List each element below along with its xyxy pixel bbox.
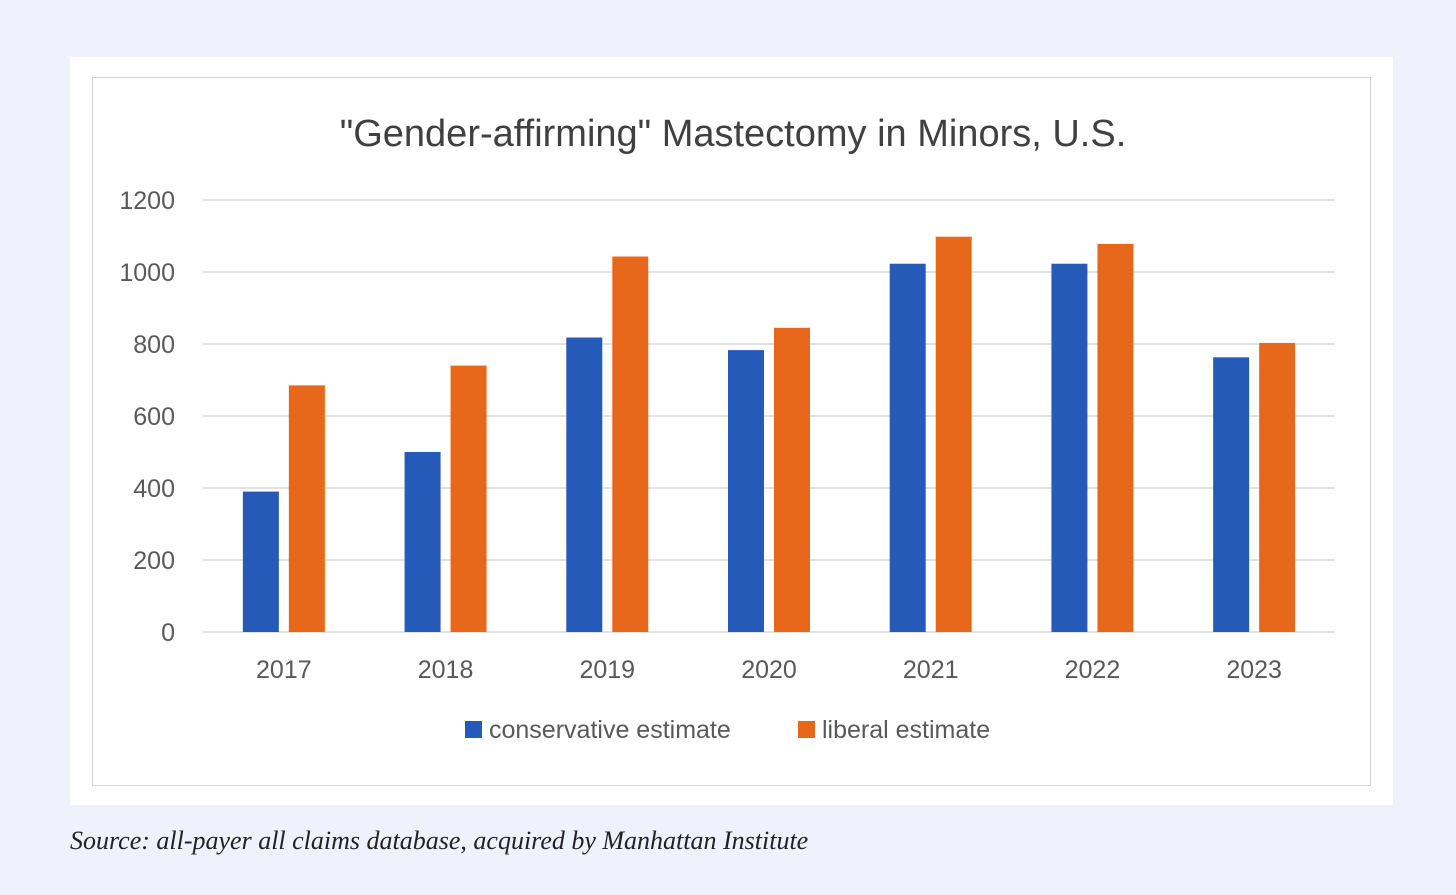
source-caption: Source: all-payer all claims database, a… — [70, 826, 809, 855]
chart-frame: "Gender-affirming" Mastectomy in Minors,… — [92, 77, 1371, 786]
conservative-bar-2020 — [728, 350, 764, 632]
y-tick-label: 200 — [133, 547, 175, 575]
y-axis-ticks: 0 200 400 600 800 1000 1200 — [119, 187, 175, 647]
conservative-bar-2022 — [1051, 263, 1088, 632]
y-tick-label: 400 — [133, 475, 175, 503]
conservative-bar-2023 — [1213, 357, 1250, 632]
liberal-legend-swatch — [798, 721, 815, 738]
chart-card: "Gender-affirming" Mastectomy in Minors,… — [70, 57, 1393, 805]
x-tick-label: 2020 — [741, 656, 797, 684]
y-tick-label: 600 — [133, 403, 175, 431]
bars — [242, 236, 1296, 633]
y-tick-label: 1200 — [119, 187, 175, 215]
liberal-bar-2019 — [612, 256, 649, 632]
x-tick-label: 2021 — [903, 656, 959, 684]
liberal-bar-2020 — [774, 327, 810, 632]
x-axis-ticks: 2017 2018 2019 2020 2021 2022 2023 — [256, 656, 1282, 684]
gridlines — [203, 199, 1335, 633]
conservative-legend-swatch — [465, 721, 482, 738]
y-tick-label: 0 — [161, 619, 175, 647]
conservative-bar-2017 — [242, 491, 279, 632]
liberal-bar-2023 — [1259, 342, 1296, 632]
x-tick-label: 2023 — [1226, 656, 1282, 684]
liberal-bar-2018 — [450, 365, 487, 632]
x-tick-label: 2017 — [256, 656, 312, 684]
liberal-bar-2022 — [1097, 243, 1134, 633]
bar-chart: "Gender-affirming" Mastectomy in Minors,… — [119, 113, 1335, 744]
x-tick-label: 2019 — [579, 656, 635, 684]
y-tick-label: 1000 — [119, 259, 175, 287]
conservative-bar-2021 — [889, 263, 926, 632]
x-tick-label: 2022 — [1065, 656, 1121, 684]
liberal-bar-2017 — [288, 385, 325, 632]
legend: conservative estimate liberal estimate — [465, 716, 990, 744]
chart-title: "Gender-affirming" Mastectomy in Minors,… — [340, 113, 1127, 155]
x-tick-label: 2018 — [418, 656, 474, 684]
liberal-bar-2021 — [935, 236, 972, 632]
y-tick-label: 800 — [133, 331, 175, 359]
liberal-legend-label: liberal estimate — [822, 716, 990, 744]
conservative-bar-2019 — [566, 337, 603, 632]
conservative-legend-label: conservative estimate — [489, 716, 731, 744]
conservative-bar-2018 — [404, 452, 441, 632]
